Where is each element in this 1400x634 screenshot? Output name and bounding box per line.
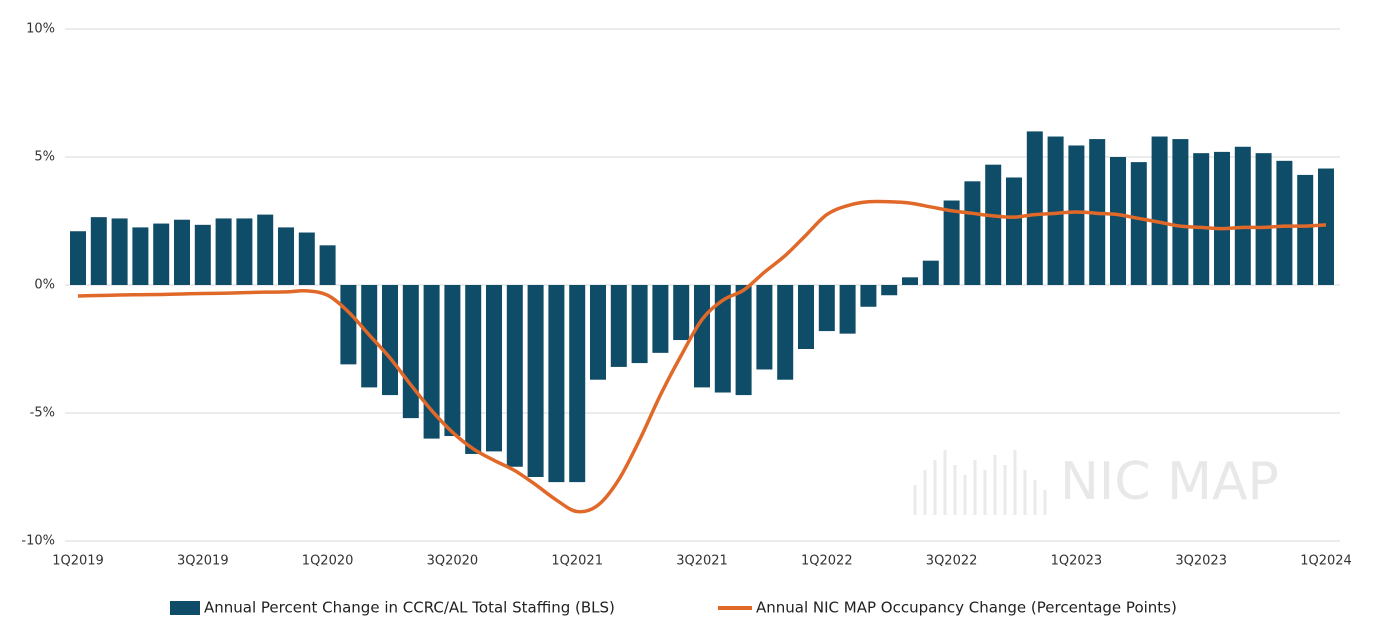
bar [1172,139,1189,285]
bar [735,285,752,396]
bar [1110,157,1126,285]
bar [257,214,274,285]
bar [1214,151,1230,285]
bar [132,227,149,285]
bar [798,285,814,349]
bar [881,285,898,296]
bar [111,218,128,285]
bar [1297,174,1314,285]
x-tick-label: 1Q2024 [1300,554,1352,569]
legend-label: Annual NIC MAP Occupancy Change (Percent… [756,599,1177,617]
bar [673,285,690,341]
watermark-icon [913,450,1047,515]
x-tick-label: 3Q2022 [926,554,978,569]
bar [922,260,939,285]
bar [1193,153,1210,285]
legend-label: Annual Percent Change in CCRC/AL Total S… [204,599,615,617]
bar [506,285,523,467]
bar [1276,160,1293,285]
x-tick-label: 1Q2019 [52,554,104,569]
y-tick-label: 10% [26,22,55,37]
bar [1068,145,1085,285]
bar [548,285,565,483]
x-tick-label: 3Q2019 [177,554,229,569]
bar [610,285,627,367]
y-tick-label: -5% [30,406,55,421]
bar [652,285,669,353]
x-tick-label: 3Q2021 [676,554,728,569]
x-tick-label: 1Q2021 [551,554,603,569]
bar [1006,177,1022,285]
bar [1234,146,1251,285]
bar [298,232,315,285]
bar [1255,153,1272,285]
bar [777,285,794,380]
bar [902,277,918,285]
bar [590,285,606,380]
bar [1047,136,1064,285]
bar [1318,168,1334,285]
bar [486,285,502,452]
bar [943,200,960,285]
legend-swatch [170,601,200,615]
x-tick-label: 3Q2023 [1175,554,1227,569]
bar [694,285,710,388]
bar [714,285,731,393]
bar [444,285,461,437]
bar [402,285,419,419]
bar [70,231,86,285]
bar [340,285,357,365]
bar [423,285,440,439]
x-tick-label: 3Q2020 [427,554,479,569]
bar [985,164,1002,285]
bar [236,218,253,285]
bar [964,181,981,285]
bar [153,223,170,285]
bar [319,245,336,285]
y-tick-label: 5% [34,150,55,165]
bar [1130,162,1147,285]
x-tick-label: 1Q2022 [801,554,853,569]
watermark: NIC MAP [1060,452,1279,512]
bar [1026,131,1043,285]
y-tick-label: -10% [21,534,55,549]
bar [174,219,190,285]
bar [756,285,773,370]
bar [860,285,877,307]
bar [839,285,856,334]
bar [527,285,544,477]
bar [818,285,835,332]
bar [569,285,586,483]
x-tick-label: 1Q2023 [1051,554,1103,569]
bar [90,217,107,285]
bar [465,285,482,454]
bar [1151,136,1168,285]
bar [194,224,211,285]
bar [278,227,294,285]
bar [215,218,232,285]
x-tick-label: 1Q2020 [302,554,354,569]
y-tick-label: 0% [34,278,55,293]
bar [382,285,398,396]
line [77,199,1327,514]
bar [631,285,648,364]
